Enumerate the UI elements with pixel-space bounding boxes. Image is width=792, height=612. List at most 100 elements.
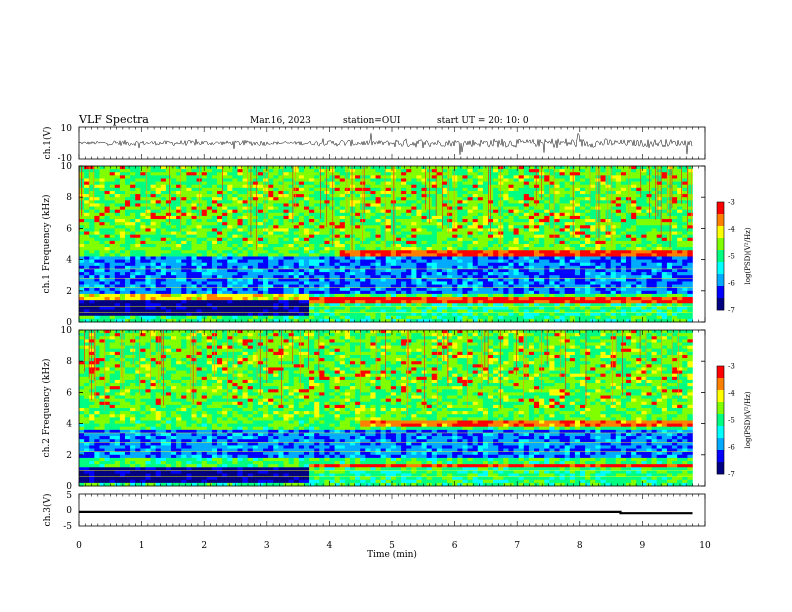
spec-cell — [99, 287, 105, 292]
spec-cell — [564, 231, 571, 235]
spec-cell — [288, 265, 295, 270]
spec-cell — [160, 244, 167, 248]
spec-cell — [656, 203, 663, 207]
spec-cell — [104, 234, 110, 239]
spec-cell — [109, 222, 116, 226]
spec-cell — [401, 290, 407, 295]
spec-cell — [99, 247, 105, 251]
spec-cell — [401, 181, 407, 186]
spec-cell — [457, 212, 463, 217]
spec-cell — [130, 209, 136, 214]
spec-cell — [206, 268, 213, 273]
spec-cell — [600, 290, 606, 295]
spec-cell — [135, 228, 141, 232]
spec-cell — [232, 293, 238, 298]
spec-cell — [493, 231, 499, 235]
spec-cell — [513, 190, 519, 195]
spec-cell — [293, 219, 300, 223]
spec-cell — [191, 268, 197, 273]
spec-cell — [436, 268, 443, 273]
spec-cell — [365, 169, 371, 173]
spec-cell — [559, 203, 565, 207]
spec-cell — [329, 172, 335, 176]
spec-cell — [211, 206, 218, 210]
spec-cell — [365, 234, 371, 239]
spec-cell — [319, 209, 325, 214]
spec-cell — [523, 284, 530, 288]
spec-cell — [528, 275, 535, 279]
spec-cell — [94, 169, 100, 173]
spec-cell — [677, 175, 683, 179]
spec-cell — [176, 250, 182, 254]
spec-cell — [661, 166, 668, 170]
spec-cell — [672, 194, 678, 198]
spec-cell — [503, 178, 509, 182]
spec-cell — [257, 184, 264, 189]
spec-cell — [370, 234, 376, 239]
spec-cell — [293, 265, 300, 270]
spec-cell — [672, 178, 678, 182]
spec-cell — [661, 215, 668, 220]
spec-cell — [370, 178, 376, 182]
spec-cell — [186, 284, 192, 288]
spec-cell — [615, 231, 622, 235]
spec-cell — [257, 290, 264, 295]
spec-cell — [130, 234, 136, 239]
spec-cell — [329, 284, 335, 288]
spec-cell — [125, 212, 131, 217]
spec-cell — [595, 200, 601, 204]
spec-cell — [467, 284, 473, 288]
spec-cell — [293, 172, 300, 176]
spec-cell — [140, 293, 146, 298]
spec-cell — [656, 275, 663, 279]
spec-cell — [119, 212, 126, 217]
spec-cell — [237, 278, 243, 282]
spec-cell — [401, 197, 407, 201]
spec-cell — [176, 200, 182, 204]
spec-cell — [237, 178, 243, 182]
spec-cell — [534, 284, 540, 288]
spec-cell — [355, 237, 361, 242]
spec-cell — [380, 275, 387, 279]
spec-cell — [247, 169, 254, 173]
spec-cell — [523, 178, 530, 182]
spec-cell — [288, 259, 295, 264]
spec-cell — [217, 194, 223, 198]
spec-cell — [590, 197, 596, 201]
spec-cell — [411, 247, 417, 251]
spec-cell — [385, 281, 392, 285]
spec-cell — [89, 219, 95, 223]
spec-cell — [682, 212, 688, 217]
spec-cell — [79, 256, 85, 260]
spec-cell — [544, 278, 550, 282]
spec-cell — [94, 187, 100, 192]
spec-cell — [125, 250, 131, 254]
spec-cell — [585, 268, 591, 273]
spec-cell — [84, 272, 90, 276]
spec-cell — [268, 284, 274, 288]
spec-cell — [687, 194, 693, 198]
spec-cell — [406, 206, 412, 210]
spec-cell — [503, 215, 509, 220]
spec-cell — [431, 166, 438, 170]
spec-cell — [513, 212, 519, 217]
spec-cell — [89, 284, 95, 288]
spec-cell — [334, 225, 341, 229]
spec-cell — [360, 287, 366, 292]
spec-cell — [666, 172, 673, 176]
spec-cell — [171, 175, 177, 179]
spec-cell — [201, 190, 208, 195]
spec-cell — [615, 203, 622, 207]
spec-cell — [84, 278, 90, 282]
spec-cell — [298, 172, 305, 176]
spec-cell — [247, 278, 254, 282]
spec-cell — [406, 172, 412, 176]
spec-cell — [268, 169, 274, 173]
spec-cell — [610, 290, 617, 295]
spec-cell — [452, 272, 458, 276]
spec-cell — [165, 215, 172, 220]
spec-cell — [104, 194, 110, 198]
spec-cell — [411, 253, 417, 257]
spec-cell — [401, 203, 407, 207]
spec-cell — [303, 265, 310, 270]
